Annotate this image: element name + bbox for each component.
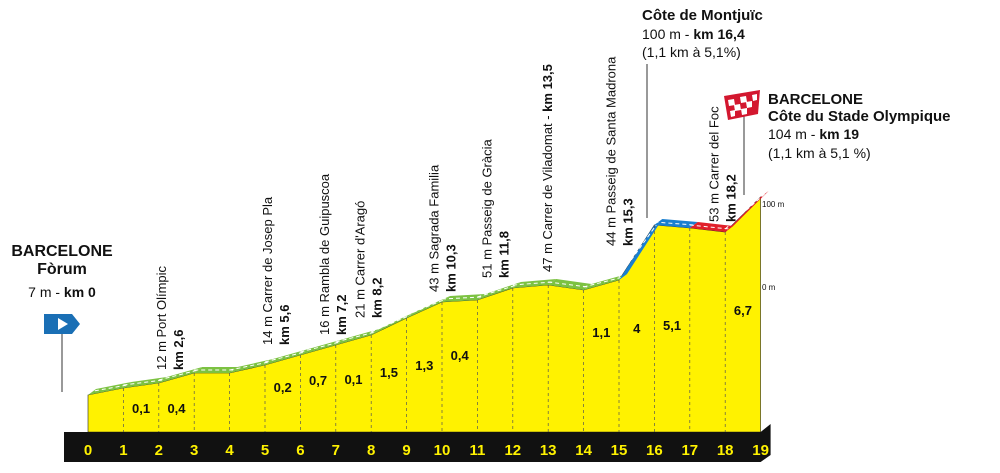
finish-km: km 19 bbox=[819, 126, 859, 142]
gradient-label: 0,1 bbox=[132, 401, 150, 416]
finish-flag bbox=[724, 90, 760, 120]
scale-top: 100 m bbox=[762, 200, 785, 209]
dashed-line bbox=[618, 221, 659, 278]
waypoint-label: 53 m Carrer del Foc bbox=[706, 106, 721, 222]
waypoint: 16 m Rambla de Guipuscoa km 7,2 bbox=[317, 173, 349, 335]
waypoint-label: 14 m Carrer de Josep Pla bbox=[260, 196, 275, 345]
km-label: 3 bbox=[190, 442, 198, 459]
km-label: 10 bbox=[434, 442, 451, 459]
km-label: 6 bbox=[296, 442, 304, 459]
finish-name: BARCELONE bbox=[768, 91, 863, 108]
km-label: 14 bbox=[575, 442, 592, 459]
km-label: 4 bbox=[225, 442, 234, 459]
km-label: 11 bbox=[469, 442, 485, 459]
climb-name: Côte de Montjuïc bbox=[642, 7, 763, 24]
waypoint: 21 m Carrer d'Aragó km 8,2 bbox=[352, 201, 384, 318]
scale-bottom: 0 m bbox=[762, 283, 776, 292]
waypoint-km: km 18,2 bbox=[723, 174, 738, 222]
axis-band bbox=[64, 424, 771, 462]
waypoint: 44 m Passeig de Santa Madrona km 15,3 bbox=[604, 56, 636, 246]
gradient-label: 0,4 bbox=[167, 401, 186, 416]
gradient-label: 1,3 bbox=[415, 358, 433, 373]
waypoint-label: 44 m Passeig de Santa Madrona bbox=[604, 56, 619, 246]
start-flag-icon bbox=[58, 318, 68, 330]
gradient-label: 6,7 bbox=[734, 303, 752, 318]
waypoint-km: km 5,6 bbox=[277, 305, 292, 345]
waypoint-label: 47 m Carrer de Viladomat - bbox=[540, 112, 555, 272]
waypoint-km: km 7,2 bbox=[334, 295, 349, 335]
km-label: 13 bbox=[540, 442, 557, 459]
start-alt: 7 m - bbox=[28, 284, 64, 300]
waypoint-km: km 11,8 bbox=[497, 231, 512, 278]
gradient-label: 1,1 bbox=[592, 325, 610, 340]
km-label: 1 bbox=[119, 442, 127, 459]
profile-top bbox=[619, 219, 663, 280]
profile-face bbox=[87, 196, 761, 433]
km-label: 9 bbox=[402, 442, 410, 459]
climb-info: 100 m - km 16,4 bbox=[642, 26, 745, 42]
gradient-label: 1,5 bbox=[380, 365, 398, 380]
start-km: km 0 bbox=[64, 284, 96, 300]
gradient-label: 5,1 bbox=[663, 318, 681, 333]
km-label: 8 bbox=[367, 442, 375, 459]
km-label: 18 bbox=[717, 442, 734, 459]
km-label: 0 bbox=[84, 442, 92, 459]
waypoint-km: km 13,5 bbox=[540, 64, 555, 112]
waypoint-km: km 10,3 bbox=[444, 244, 459, 292]
waypoint-label: 16 m Rambla de Guipuscoa bbox=[317, 173, 332, 335]
waypoint: 14 m Carrer de Josep Pla km 5,6 bbox=[260, 196, 292, 345]
waypoint-label: 43 m Sagrada Familia bbox=[427, 164, 442, 292]
gradient-label: 0,2 bbox=[274, 380, 292, 395]
gradient-label: 4 bbox=[633, 321, 641, 336]
km-label: 17 bbox=[681, 442, 698, 459]
km-label: 16 bbox=[646, 442, 663, 459]
start-place: Fòrum bbox=[37, 261, 87, 278]
labels: 0 1 2 3 4 5 6 7 8 9 10 11 12 13 14 15 16 17 18 190,1 0,40,2 0… bbox=[84, 56, 769, 459]
dashed-line bbox=[371, 314, 411, 333]
waypoint-label: 21 m Carrer d'Aragó bbox=[352, 201, 367, 318]
climb-alt: 100 m - bbox=[642, 26, 693, 42]
waypoint-label: 12 m Port Olímpic bbox=[154, 265, 169, 370]
gradient-label: 0,7 bbox=[309, 373, 327, 388]
km-label: 2 bbox=[155, 442, 163, 459]
waypoint-km: km 2,6 bbox=[171, 330, 186, 370]
km-label: 7 bbox=[332, 442, 340, 459]
waypoint-label: 51 m Passeig de Gràcia bbox=[480, 138, 495, 278]
waypoint: 12 m Port Olímpic km 2,6 bbox=[154, 265, 186, 370]
km-label: 5 bbox=[261, 442, 269, 459]
start-info: 7 m - km 0 bbox=[28, 284, 96, 300]
waypoint: 53 m Carrer del Foc km 18,2 bbox=[706, 106, 738, 222]
climb-detail: (1,1 km à 5,1%) bbox=[642, 44, 741, 60]
start-name: BARCELONE bbox=[11, 243, 113, 260]
finish-alt: 104 m - bbox=[768, 126, 819, 142]
waypoint-km: km 15,3 bbox=[621, 198, 636, 246]
finish-climb: Côte du Stade Olympique bbox=[768, 108, 951, 125]
waypoint-km: km 8,2 bbox=[369, 278, 384, 318]
climb-km: km 16,4 bbox=[693, 26, 745, 42]
km-label: 15 bbox=[611, 442, 628, 459]
profile-shape bbox=[64, 191, 771, 462]
waypoint: 51 m Passeig de Gràcia km 11,8 bbox=[480, 138, 512, 278]
finish-detail: (1,1 km à 5,1 %) bbox=[768, 145, 871, 161]
profile-top bbox=[477, 282, 521, 300]
waypoint: 47 m Carrer de Viladomat - km 13,5 bbox=[540, 64, 555, 272]
km-label: 12 bbox=[504, 442, 521, 459]
waypoint: 43 m Sagrada Familia km 10,3 bbox=[427, 164, 459, 292]
profile-top bbox=[725, 191, 769, 232]
km-label: 19 bbox=[752, 442, 769, 459]
gradient-label: 0,4 bbox=[451, 348, 470, 363]
dashed-line bbox=[724, 193, 765, 230]
finish-info: 104 m - km 19 bbox=[768, 126, 859, 142]
dashed-line bbox=[406, 298, 447, 316]
gradient-label: 0,1 bbox=[344, 372, 362, 387]
